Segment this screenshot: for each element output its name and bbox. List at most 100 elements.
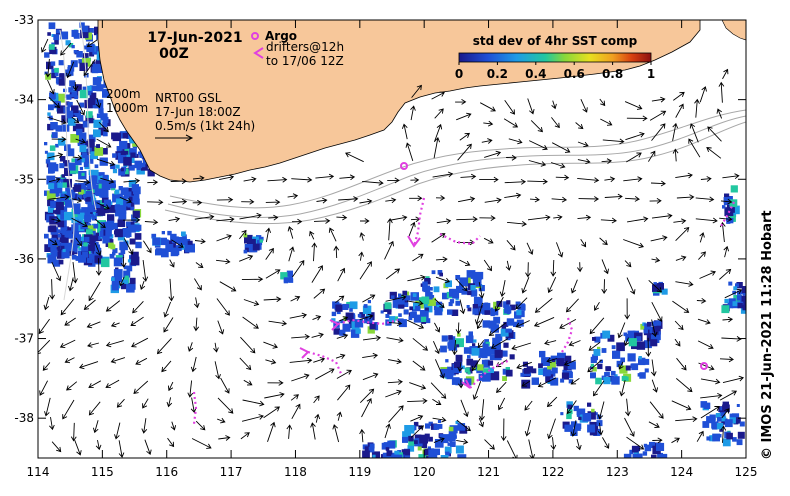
sst-cell [652, 284, 660, 292]
current-arrow [563, 359, 576, 367]
sst-cell [250, 238, 256, 244]
sst-cell [470, 285, 476, 291]
sst-cell [283, 278, 289, 284]
current-arrow [481, 138, 493, 144]
sst-cell [727, 204, 735, 213]
sst-cell [706, 436, 711, 441]
current-arrow [568, 340, 581, 347]
sst-cell [44, 190, 50, 196]
sst-cell [625, 365, 631, 371]
sst-cell [593, 349, 601, 356]
current-arrow [110, 321, 120, 328]
x-tick-label: 119 [348, 465, 371, 479]
sst-cell [81, 207, 91, 217]
sst-cell [566, 413, 572, 420]
sst-cell [91, 85, 97, 91]
sst-cell [108, 242, 114, 249]
current-arrow [49, 279, 55, 300]
current-arrow [651, 257, 661, 263]
sst-cell [69, 244, 78, 253]
current-arrow [114, 422, 121, 440]
sst-cell [58, 78, 66, 86]
current-arrow [526, 242, 534, 255]
current-arrow [503, 118, 519, 128]
current-arrow [547, 418, 556, 440]
sst-cell [105, 230, 112, 237]
current-arrow [217, 417, 226, 424]
current-arrow [651, 301, 663, 322]
argo-floats [400, 162, 708, 370]
current-arrow [105, 300, 121, 312]
sst-cell [599, 359, 603, 364]
current-arrow [626, 277, 636, 295]
sst-cell [59, 163, 65, 169]
credit-text: © IMOS 21-Jun-2021 11:28 Hobart [760, 210, 775, 460]
current-arrow [141, 418, 148, 434]
sst-cell [408, 316, 413, 321]
current-arrow [515, 320, 530, 328]
current-arrow [135, 357, 148, 365]
current-arrow [312, 315, 322, 321]
current-arrow [315, 173, 335, 180]
sst-cell [98, 127, 107, 136]
x-tick-label: 120 [413, 465, 436, 479]
sst-cell [81, 58, 91, 67]
sst-cell [520, 372, 525, 377]
current-arrow [105, 379, 120, 389]
sst-cell [77, 212, 85, 220]
sst-cell [72, 239, 80, 247]
current-arrow [627, 216, 649, 223]
sst-cell [566, 371, 573, 379]
sst-cell [507, 328, 512, 333]
sst-cell [359, 312, 366, 318]
current-arrow [433, 136, 441, 159]
sst-cell [83, 162, 89, 168]
current-arrow [42, 362, 51, 371]
sst-cell [289, 274, 293, 278]
sst-cell [126, 284, 135, 293]
sst-cell [590, 365, 594, 370]
current-arrow [132, 300, 144, 314]
current-arrow [265, 359, 277, 365]
sst-cell [97, 175, 105, 183]
current-arrow [287, 193, 299, 200]
sst-cell [712, 433, 720, 442]
current-arrow [409, 195, 423, 202]
current-arrow [623, 239, 644, 249]
sst-cell [78, 216, 84, 221]
scale-arrow [155, 134, 194, 142]
current-arrow [580, 239, 587, 248]
sst-cell [181, 231, 186, 237]
current-arrow [599, 98, 606, 107]
current-arrow [409, 382, 427, 390]
sst-cell [125, 221, 131, 227]
sst-cell [86, 85, 92, 91]
sst-cell [630, 363, 635, 369]
current-arrow [315, 368, 335, 380]
sst-cell [461, 365, 465, 370]
sst-cell [454, 361, 461, 368]
sst-cell [69, 251, 75, 256]
sst-cell [594, 336, 601, 343]
sst-cell [402, 290, 408, 296]
current-arrow [359, 261, 372, 280]
current-arrow [219, 174, 235, 181]
sst-cell [608, 375, 614, 382]
sst-cell [78, 254, 86, 263]
sst-cell [152, 237, 161, 246]
current-arrow [431, 91, 445, 100]
sst-cell [73, 50, 78, 54]
sst-cell [720, 406, 724, 411]
sst-cell [86, 257, 93, 263]
sst-cell [63, 106, 70, 114]
current-arrow [241, 276, 264, 283]
current-arrow [460, 173, 477, 180]
current-arrow [288, 246, 295, 262]
sst-cell [96, 84, 104, 92]
current-arrow [313, 395, 320, 404]
sst-cell [368, 446, 375, 453]
sst-cell [89, 92, 97, 100]
sst-cell [65, 110, 74, 119]
sst-cell [393, 316, 398, 321]
sst-cell [53, 259, 61, 267]
